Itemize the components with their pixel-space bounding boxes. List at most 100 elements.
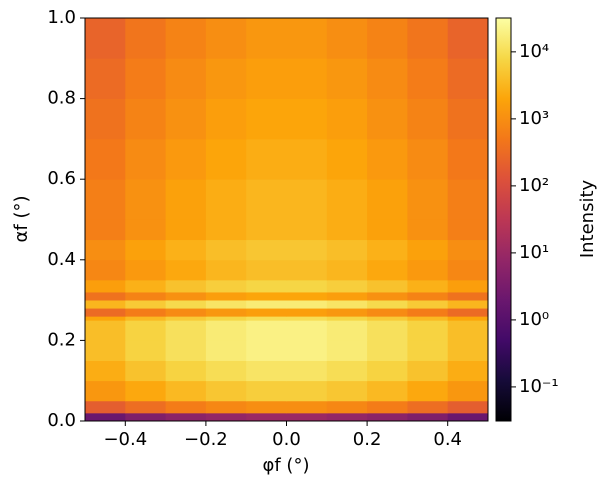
heatmap-cell [85, 18, 126, 59]
y-tick-label: 0.6 [47, 168, 76, 189]
heatmap-cell [165, 320, 207, 341]
heatmap-cell [85, 179, 126, 220]
heatmap-cell [367, 400, 408, 414]
heatmap-cell [246, 316, 288, 321]
heatmap-cell [246, 98, 288, 140]
heatmap-cell [447, 308, 488, 317]
heatmap-cell [205, 98, 247, 140]
heatmap-cell [165, 138, 207, 180]
heatmap-cell [407, 18, 449, 59]
heatmap-cell [326, 340, 368, 361]
heatmap-cell [165, 279, 207, 293]
heatmap-cell [205, 308, 247, 317]
heatmap-cell [447, 412, 488, 421]
heatmap-cell [447, 320, 488, 341]
x-tick-label: 0.2 [353, 429, 382, 450]
heatmap-cell [407, 340, 449, 361]
heatmap-cell [246, 219, 288, 241]
heatmap-cell [246, 279, 288, 293]
heatmap-cell [205, 259, 247, 281]
heatmap-cell [85, 300, 126, 309]
heatmap-cell [407, 316, 449, 321]
heatmap-cell [85, 380, 126, 402]
heatmap-cell [125, 380, 167, 402]
heatmap-cell [367, 239, 408, 261]
heatmap-cell [286, 239, 328, 261]
heatmap-cell [125, 18, 167, 59]
heatmap-cell [125, 219, 167, 241]
heatmap-cell [286, 400, 328, 414]
heatmap-cell [125, 308, 167, 317]
heatmap-cell [246, 239, 288, 261]
heatmap-cell [286, 58, 328, 99]
heatmap-cell [326, 316, 368, 321]
colorbar-tick-label: 10³ [519, 108, 549, 129]
heatmap-cell [246, 360, 288, 382]
heatmap-cell [286, 98, 328, 140]
heatmap-cell [326, 239, 368, 261]
heatmap-cell [326, 360, 368, 382]
heatmap-cell [125, 58, 167, 99]
heatmap-cell [326, 412, 368, 421]
heatmap-cell [125, 340, 167, 361]
heatmap-cell [367, 279, 408, 293]
heatmap-cell [326, 259, 368, 281]
heatmap-cell [286, 300, 328, 309]
heatmap-cell [85, 316, 126, 321]
x-tick-label: 0.4 [433, 429, 462, 450]
y-tick-label: 0.4 [47, 249, 76, 270]
heatmap-cell [326, 320, 368, 341]
heatmap-cell [447, 292, 488, 301]
heatmap-cell [326, 219, 368, 241]
heatmap-cell [125, 98, 167, 140]
heatmap-cell [246, 400, 288, 414]
heatmap-cell [447, 279, 488, 293]
heatmap-cell [85, 308, 126, 317]
heatmap-cell [326, 400, 368, 414]
heatmap-cell [246, 138, 288, 180]
y-tick-label: 0.0 [47, 410, 76, 431]
heatmap-cell [125, 292, 167, 301]
heatmap-cell [125, 239, 167, 261]
heatmap-cell [326, 292, 368, 301]
heatmap-cell [447, 138, 488, 180]
heatmap-cell [407, 219, 449, 241]
heatmap-cell [286, 138, 328, 180]
heatmap-cell [326, 279, 368, 293]
heatmap-cell [246, 18, 288, 59]
heatmap-cell [165, 412, 207, 421]
heatmap-cell [447, 219, 488, 241]
heatmap-cell [407, 400, 449, 414]
heatmap-cell [286, 380, 328, 402]
heatmap-cell [326, 300, 368, 309]
heatmap-cell [205, 239, 247, 261]
heatmap-cell [286, 412, 328, 421]
heatmap-cell [205, 279, 247, 293]
heatmap-cell [407, 292, 449, 301]
heatmap-cell [205, 400, 247, 414]
heatmap-cell [407, 308, 449, 317]
heatmap-cell [447, 300, 488, 309]
heatmap-cell [407, 58, 449, 99]
heatmap-cell [165, 380, 207, 402]
heatmap-cell [85, 58, 126, 99]
heatmap-cell [246, 300, 288, 309]
y-axis-label: αf (°) [11, 196, 32, 243]
heatmap-cell [367, 316, 408, 321]
heatmap-cell [165, 58, 207, 99]
colorbar-tick-label: 10⁴ [519, 41, 549, 62]
heatmap-cell [367, 340, 408, 361]
heatmap-cell [326, 18, 368, 59]
heatmap-cell [205, 58, 247, 99]
heatmap-cell [85, 279, 126, 293]
x-tick-label: 0.0 [272, 429, 301, 450]
heatmap-cell [85, 400, 126, 414]
heatmap-cell [125, 279, 167, 293]
heatmap-cell [165, 219, 207, 241]
heatmap-cell [367, 58, 408, 99]
y-tick-label: 0.2 [47, 329, 76, 350]
heatmap-cell [205, 18, 247, 59]
heatmap-cell [246, 412, 288, 421]
heatmap-cell [165, 292, 207, 301]
heatmap-cell [205, 316, 247, 321]
